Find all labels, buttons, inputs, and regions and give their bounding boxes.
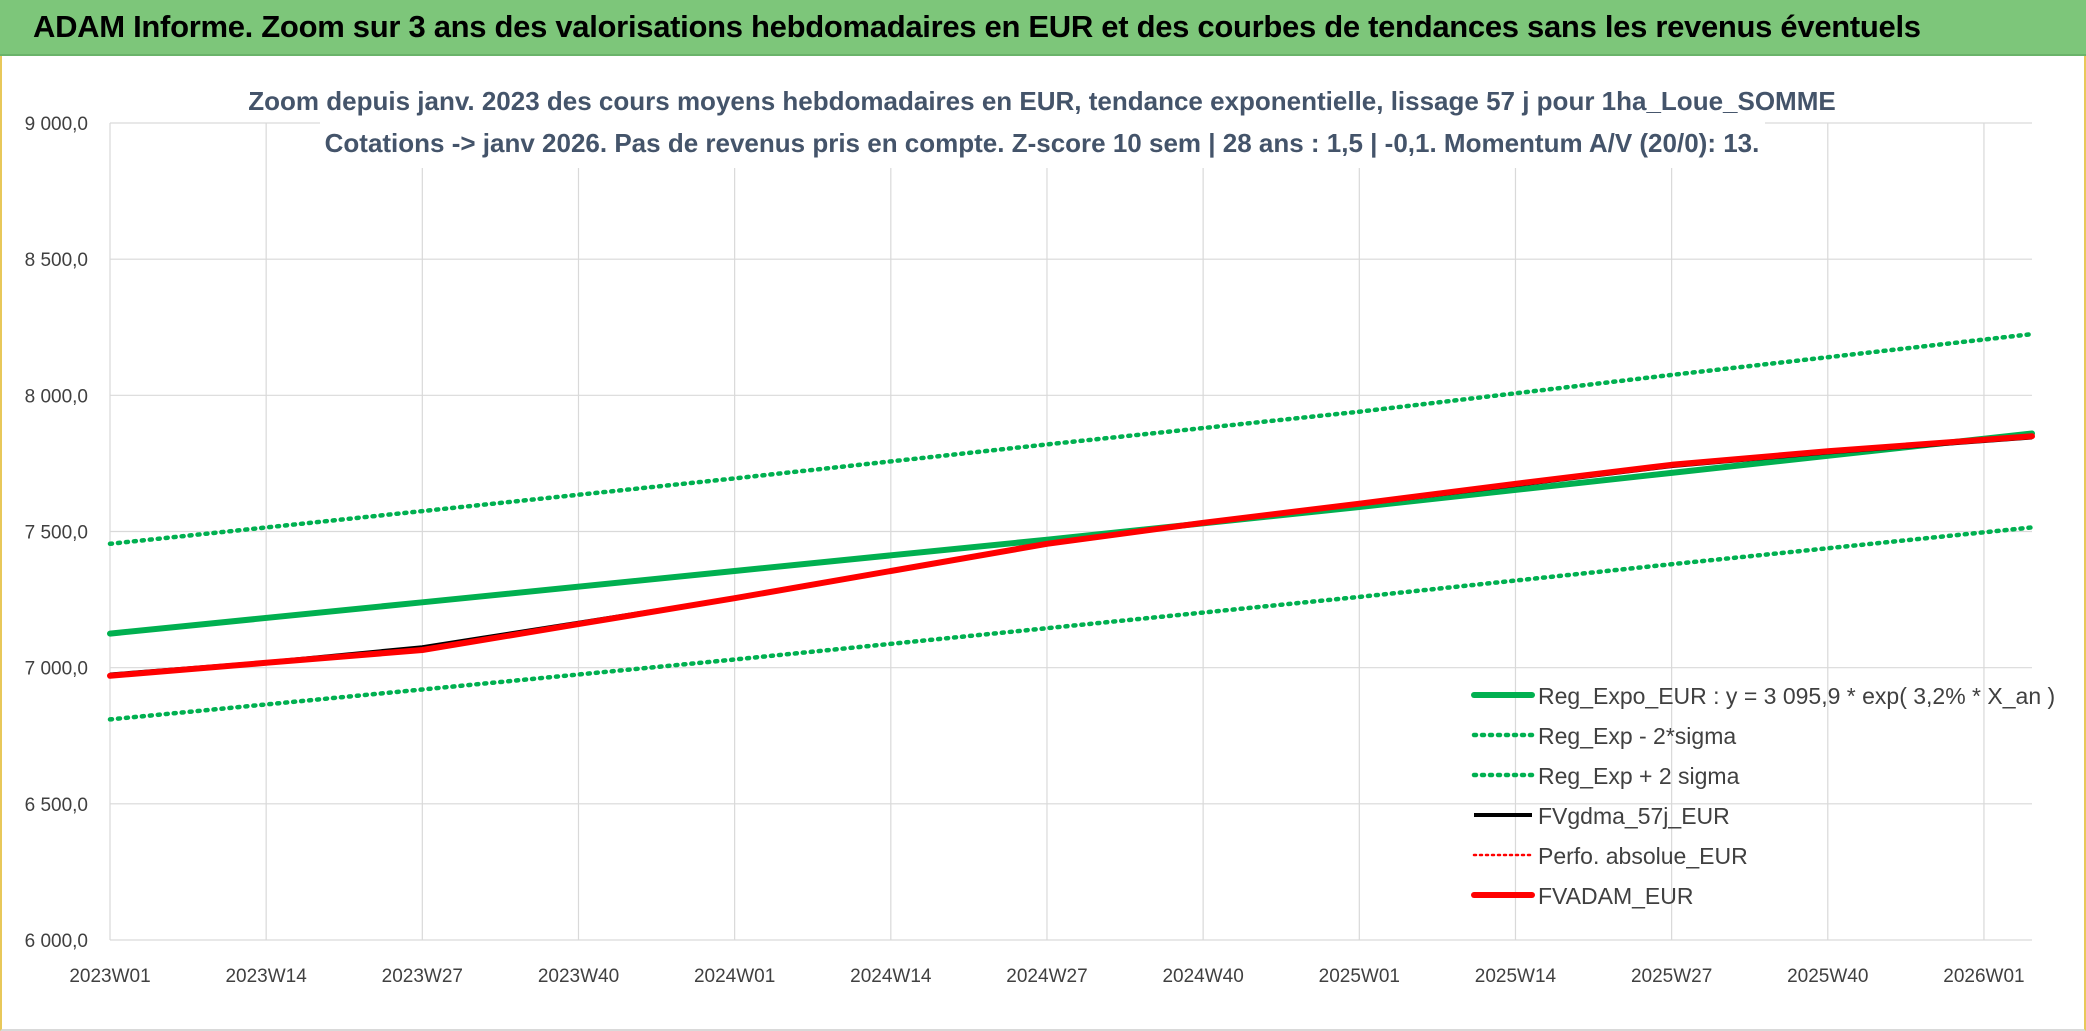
y-tick-label: 9 000,0 bbox=[25, 114, 88, 135]
x-tick-label: 2023W14 bbox=[225, 966, 307, 987]
x-tick-label: 2023W40 bbox=[538, 966, 619, 987]
banner-title: ADAM Informe. Zoom sur 3 ans des valoris… bbox=[33, 9, 1921, 44]
x-tick-label: 2024W14 bbox=[850, 966, 932, 987]
series-line-reg-minus-2sigma bbox=[107, 525, 2035, 722]
x-tick-label: 2025W27 bbox=[1631, 966, 1712, 987]
x-tick-label: 2024W01 bbox=[694, 966, 775, 987]
legend-label: FVgdma_57j_EUR bbox=[1538, 803, 1730, 829]
x-tick-label: 2025W14 bbox=[1475, 966, 1557, 987]
y-tick-label: 6 500,0 bbox=[25, 795, 88, 816]
chart-subtitle: Cotations -> janv 2026. Pas de revenus p… bbox=[325, 128, 1760, 158]
y-tick-label: 8 500,0 bbox=[25, 250, 88, 271]
legend-label: Reg_Expo_EUR : y = 3 095,9 * exp( 3,2% *… bbox=[1538, 683, 2055, 709]
legend: Reg_Expo_EUR : y = 3 095,9 * exp( 3,2% *… bbox=[1471, 683, 2055, 909]
chart-title: Zoom depuis janv. 2023 des cours moyens … bbox=[248, 86, 1835, 116]
x-tick-label: 2024W27 bbox=[1006, 966, 1087, 987]
series-line-reg-expo bbox=[107, 430, 2035, 637]
series-line-fvadam bbox=[107, 433, 2035, 679]
legend-label: Reg_Exp - 2*sigma bbox=[1538, 723, 1736, 749]
y-tick-label: 8 000,0 bbox=[25, 386, 88, 407]
chart: 6 000,0 6 500,0 7 000,0 7 500,0 8 000,0 8 500… bbox=[25, 80, 2055, 987]
x-tick-label: 2023W27 bbox=[382, 966, 463, 987]
x-tick-label: 2024W40 bbox=[1162, 966, 1243, 987]
legend-label: Perfo. absolue_EUR bbox=[1538, 843, 1748, 869]
chart-frame: 6 000,0 6 500,0 7 000,0 7 500,0 8 000,0 8 500… bbox=[0, 56, 2086, 1031]
x-tick-label: 2023W01 bbox=[69, 966, 150, 987]
x-tick-label: 2026W01 bbox=[1943, 966, 2024, 987]
title-background bbox=[320, 80, 1765, 168]
gridlines bbox=[109, 122, 2032, 941]
x-tick-label: 2025W40 bbox=[1787, 966, 1868, 987]
series-line-reg-plus-2sigma bbox=[107, 331, 2035, 547]
banner: ADAM Informe. Zoom sur 3 ans des valoris… bbox=[0, 0, 2086, 56]
y-tick-label: 6 000,0 bbox=[25, 931, 88, 952]
legend-label: FVADAM_EUR bbox=[1538, 883, 1694, 909]
y-tick-label: 7 000,0 bbox=[25, 659, 88, 680]
legend-label: Reg_Exp + 2 sigma bbox=[1538, 763, 1740, 789]
x-tick-label: 2025W01 bbox=[1319, 966, 1400, 987]
y-tick-label: 7 500,0 bbox=[25, 523, 88, 544]
